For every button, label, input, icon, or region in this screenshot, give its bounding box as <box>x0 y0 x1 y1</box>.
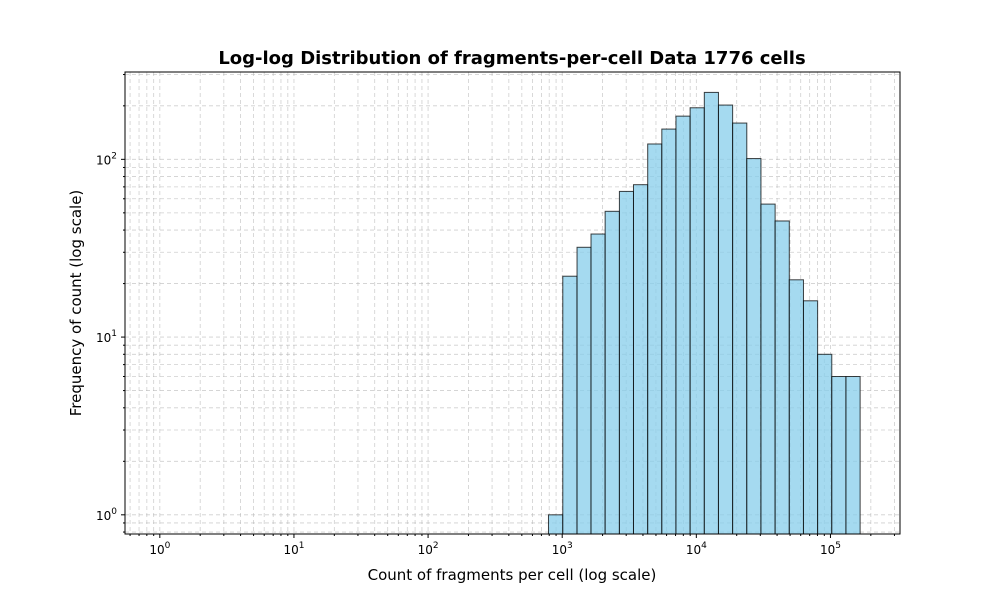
y-axis-label: Frequency of count (log scale) <box>67 190 85 417</box>
y-tick-label: 100 <box>96 507 117 523</box>
histogram-bar <box>675 115 691 535</box>
histogram-bar <box>845 376 861 535</box>
x-tick-label: 102 <box>418 541 439 557</box>
histogram-bar <box>732 122 748 535</box>
histogram-bar <box>817 353 833 535</box>
x-tick-label: 104 <box>686 541 707 557</box>
y-tick-label: 101 <box>96 329 117 345</box>
histogram-bar <box>831 376 847 535</box>
x-tick-label: 100 <box>149 541 170 557</box>
histogram-bar <box>802 300 819 535</box>
histogram-bar <box>746 158 762 535</box>
histogram-bar <box>590 233 606 535</box>
histogram-bar <box>760 203 776 535</box>
histogram-bar <box>618 190 634 535</box>
y-tick-label: 102 <box>96 151 117 167</box>
histogram-bar <box>576 246 592 535</box>
histogram-bar <box>689 107 705 535</box>
chart-title: Log-log Distribution of fragments-per-ce… <box>218 48 805 69</box>
ticks: 100 101 102 103 104 105 100 101 102 <box>96 74 895 557</box>
histogram-bar <box>774 220 790 535</box>
plot-frame <box>124 71 901 535</box>
bars <box>547 91 861 535</box>
histogram-bar <box>788 279 804 535</box>
histogram-bar <box>717 104 734 535</box>
histogram-bar <box>661 128 677 535</box>
histogram-bar <box>562 275 578 535</box>
histogram-bar <box>703 91 719 535</box>
x-axis-label: Count of fragments per cell (log scale) <box>368 566 657 584</box>
x-tick-label: 105 <box>820 541 841 557</box>
histogram-bar <box>547 514 564 535</box>
histogram-bar <box>604 210 620 535</box>
histogram-bar <box>647 143 663 535</box>
x-tick-label: 101 <box>283 541 304 557</box>
histogram-bar <box>632 184 649 535</box>
x-tick-label: 103 <box>552 541 573 557</box>
